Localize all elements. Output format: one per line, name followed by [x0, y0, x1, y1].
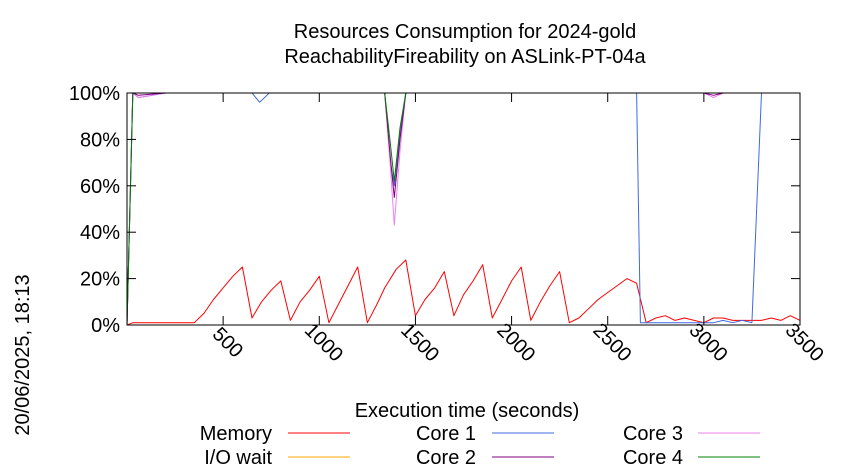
series-line-core-2	[126, 92, 800, 326]
legend-label-core-3: Core 3	[623, 423, 683, 445]
timestamp-label: 20/06/2025, 18:13	[12, 274, 34, 435]
legend-label-core-1: Core 1	[416, 423, 476, 445]
series-line-core-4	[126, 92, 800, 326]
x-tick-label: 500	[208, 323, 247, 362]
legend-label-memory: Memory	[200, 423, 272, 445]
legend-label-i-o-wait: I/O wait	[204, 447, 272, 469]
x-tick-label: 2500	[588, 319, 635, 366]
y-tick-label: 40%	[80, 222, 120, 244]
x-axis-label: Execution time (seconds)	[355, 400, 580, 422]
x-tick-label: 1000	[300, 319, 347, 366]
y-tick-label: 100%	[69, 83, 120, 105]
y-tick-label: 0%	[91, 315, 120, 337]
x-tick-label: 3000	[685, 319, 732, 366]
series-line-core-1	[126, 92, 800, 326]
x-tick-label: 3500	[781, 319, 828, 366]
series-line-core-3	[126, 92, 800, 326]
chart-title: Resources Consumption for 2024-gold	[294, 21, 636, 43]
legend-label-core-2: Core 2	[416, 447, 476, 469]
plot-frame	[126, 92, 801, 326]
series-line-memory	[126, 259, 801, 326]
x-tick-label: 1500	[396, 319, 443, 366]
y-tick-label: 20%	[80, 269, 120, 291]
legend-label-core-4: Core 4	[623, 447, 683, 469]
y-tick-label: 80%	[80, 129, 120, 151]
y-tick-layer: 0% 20% 40% 60% 80% 100%	[69, 83, 800, 337]
y-tick-label: 60%	[80, 176, 120, 198]
chart-subtitle: ReachabilityFireability on ASLink-PT-04a	[284, 46, 646, 68]
series-layer	[126, 92, 801, 326]
x-tick-label: 2000	[492, 319, 539, 366]
